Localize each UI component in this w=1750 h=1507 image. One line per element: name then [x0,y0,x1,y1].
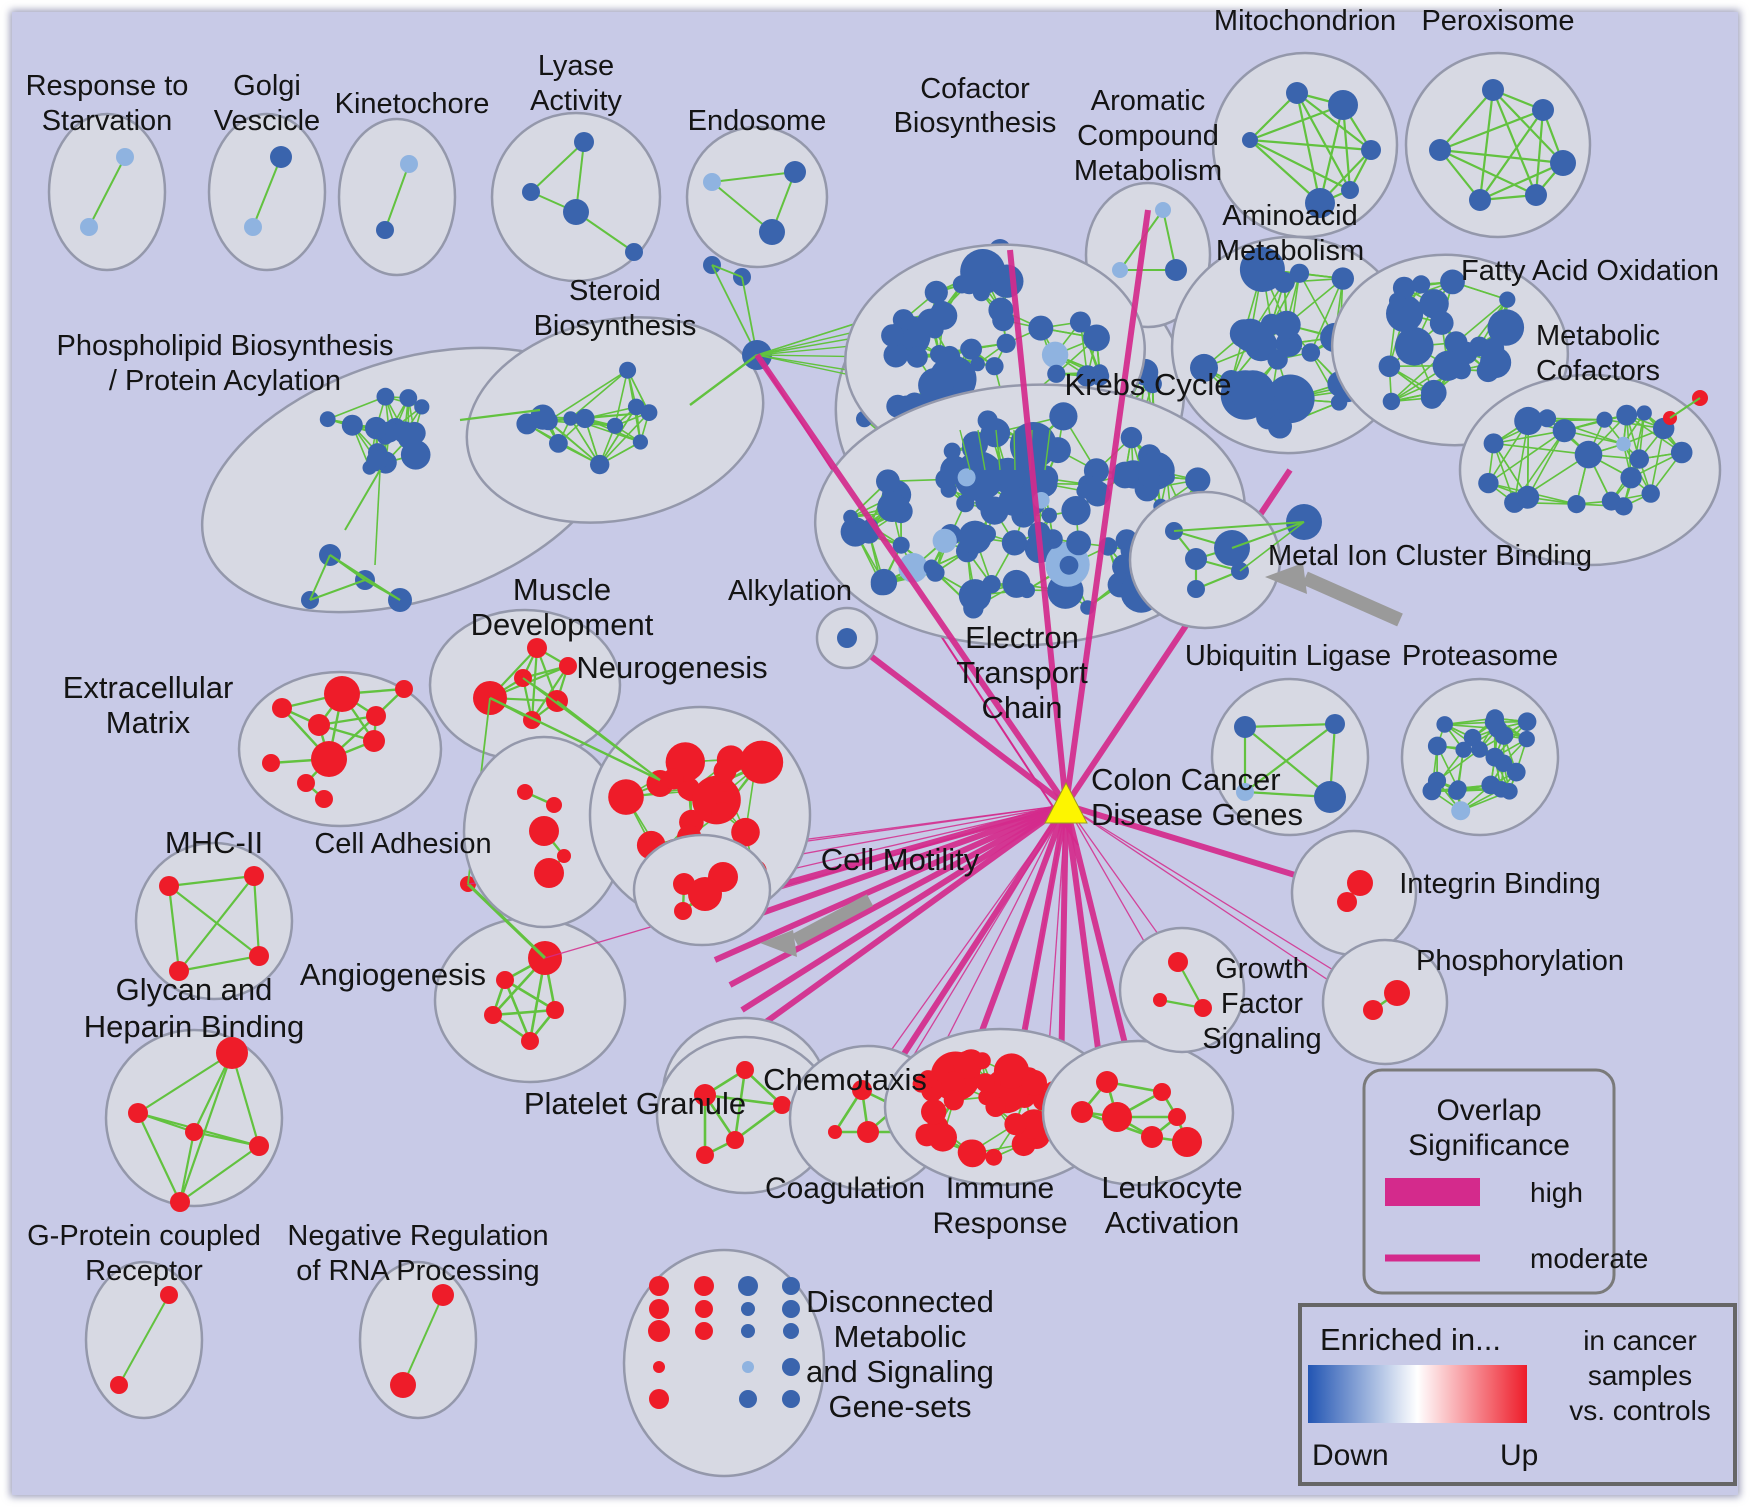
svg-text:Transport: Transport [956,655,1088,690]
svg-text:Response to: Response to [26,70,189,102]
svg-text:Leukocyte: Leukocyte [1101,1170,1242,1205]
svg-text:Biosynthesis: Biosynthesis [534,310,697,342]
svg-text:Phosphorylation: Phosphorylation [1416,945,1624,977]
svg-text:Matrix: Matrix [106,705,191,740]
svg-text:Endosome: Endosome [688,105,827,137]
svg-text:Chain: Chain [982,690,1063,725]
svg-text:in cancer: in cancer [1583,1325,1697,1356]
svg-text:Metabolic: Metabolic [834,1319,967,1354]
svg-text:Receptor: Receptor [85,1255,203,1287]
svg-text:Cell Adhesion: Cell Adhesion [314,828,491,860]
svg-text:Kinetochore: Kinetochore [335,88,490,120]
svg-text:Significance: Significance [1408,1129,1570,1162]
svg-text:Metabolism: Metabolism [1216,235,1364,267]
svg-text:Down: Down [1312,1439,1389,1472]
svg-text:high: high [1530,1177,1583,1208]
svg-text:vs. controls: vs. controls [1569,1395,1711,1426]
svg-text:Angiogenesis: Angiogenesis [300,957,486,992]
svg-text:Muscle: Muscle [513,572,611,607]
svg-text:Disease Genes: Disease Genes [1091,797,1303,832]
svg-text:Vescicle: Vescicle [214,105,320,137]
svg-text:Electron: Electron [965,620,1079,655]
svg-text:moderate: moderate [1530,1243,1648,1274]
svg-text:Development: Development [471,607,654,642]
svg-text:/ Protein Acylation: / Protein Acylation [109,365,341,397]
svg-text:MHC-II: MHC-II [165,825,263,860]
svg-text:Golgi: Golgi [233,70,301,102]
svg-text:Steroid: Steroid [569,275,661,307]
svg-text:Extracellular: Extracellular [63,670,234,705]
svg-text:Cofactor: Cofactor [920,73,1030,105]
svg-text:Enriched in...: Enriched in... [1320,1322,1501,1357]
svg-text:and Signaling: and Signaling [806,1354,994,1389]
svg-text:Activity: Activity [530,85,622,117]
svg-text:Mitochondrion: Mitochondrion [1214,5,1396,37]
svg-text:Colon Cancer: Colon Cancer [1091,762,1281,797]
svg-text:Compound: Compound [1077,120,1219,152]
svg-text:Proteasome: Proteasome [1402,640,1558,672]
svg-text:Negative Regulation: Negative Regulation [287,1220,548,1252]
svg-text:Starvation: Starvation [42,105,173,137]
svg-text:Signaling: Signaling [1202,1023,1321,1055]
svg-text:Aminoacid: Aminoacid [1222,200,1357,232]
svg-text:Phospholipid Biosynthesis: Phospholipid Biosynthesis [57,330,394,362]
svg-text:Gene-sets: Gene-sets [828,1389,971,1424]
svg-text:Neurogenesis: Neurogenesis [576,650,767,685]
svg-text:Response: Response [932,1207,1067,1240]
svg-text:Immune: Immune [946,1172,1054,1205]
svg-text:samples: samples [1588,1360,1692,1391]
svg-text:Growth: Growth [1215,953,1308,985]
svg-text:Metal Ion Cluster Binding: Metal Ion Cluster Binding [1268,540,1592,572]
svg-text:Up: Up [1500,1439,1538,1472]
svg-text:Factor: Factor [1221,988,1304,1020]
svg-text:Peroxisome: Peroxisome [1421,5,1574,37]
svg-text:Heparin Binding: Heparin Binding [84,1009,305,1044]
svg-text:Cofactors: Cofactors [1536,355,1660,387]
svg-text:Ubiquitin Ligase: Ubiquitin Ligase [1185,640,1391,672]
svg-text:Integrin Binding: Integrin Binding [1399,868,1601,900]
svg-text:Coagulation: Coagulation [765,1172,925,1205]
svg-text:Disconnected: Disconnected [806,1284,994,1319]
svg-text:Biosynthesis: Biosynthesis [894,107,1057,139]
svg-text:Metabolic: Metabolic [1536,320,1660,352]
svg-text:Alkylation: Alkylation [728,575,852,607]
svg-text:Lyase: Lyase [538,50,614,82]
svg-text:G-Protein coupled: G-Protein coupled [27,1220,261,1252]
svg-text:of RNA Processing: of RNA Processing [296,1255,539,1287]
svg-text:Fatty Acid Oxidation: Fatty Acid Oxidation [1461,255,1719,287]
svg-text:Overlap: Overlap [1436,1094,1541,1127]
svg-text:Krebs Cycle: Krebs Cycle [1064,367,1231,402]
svg-text:Metabolism: Metabolism [1074,155,1222,187]
svg-text:Chemotaxis: Chemotaxis [763,1062,927,1097]
svg-text:Platelet Granule: Platelet Granule [524,1086,746,1121]
svg-text:Aromatic: Aromatic [1091,85,1205,117]
svg-text:Activation: Activation [1105,1205,1239,1240]
svg-text:Cell Motility: Cell Motility [821,842,980,877]
svg-text:Glycan and: Glycan and [116,972,273,1007]
